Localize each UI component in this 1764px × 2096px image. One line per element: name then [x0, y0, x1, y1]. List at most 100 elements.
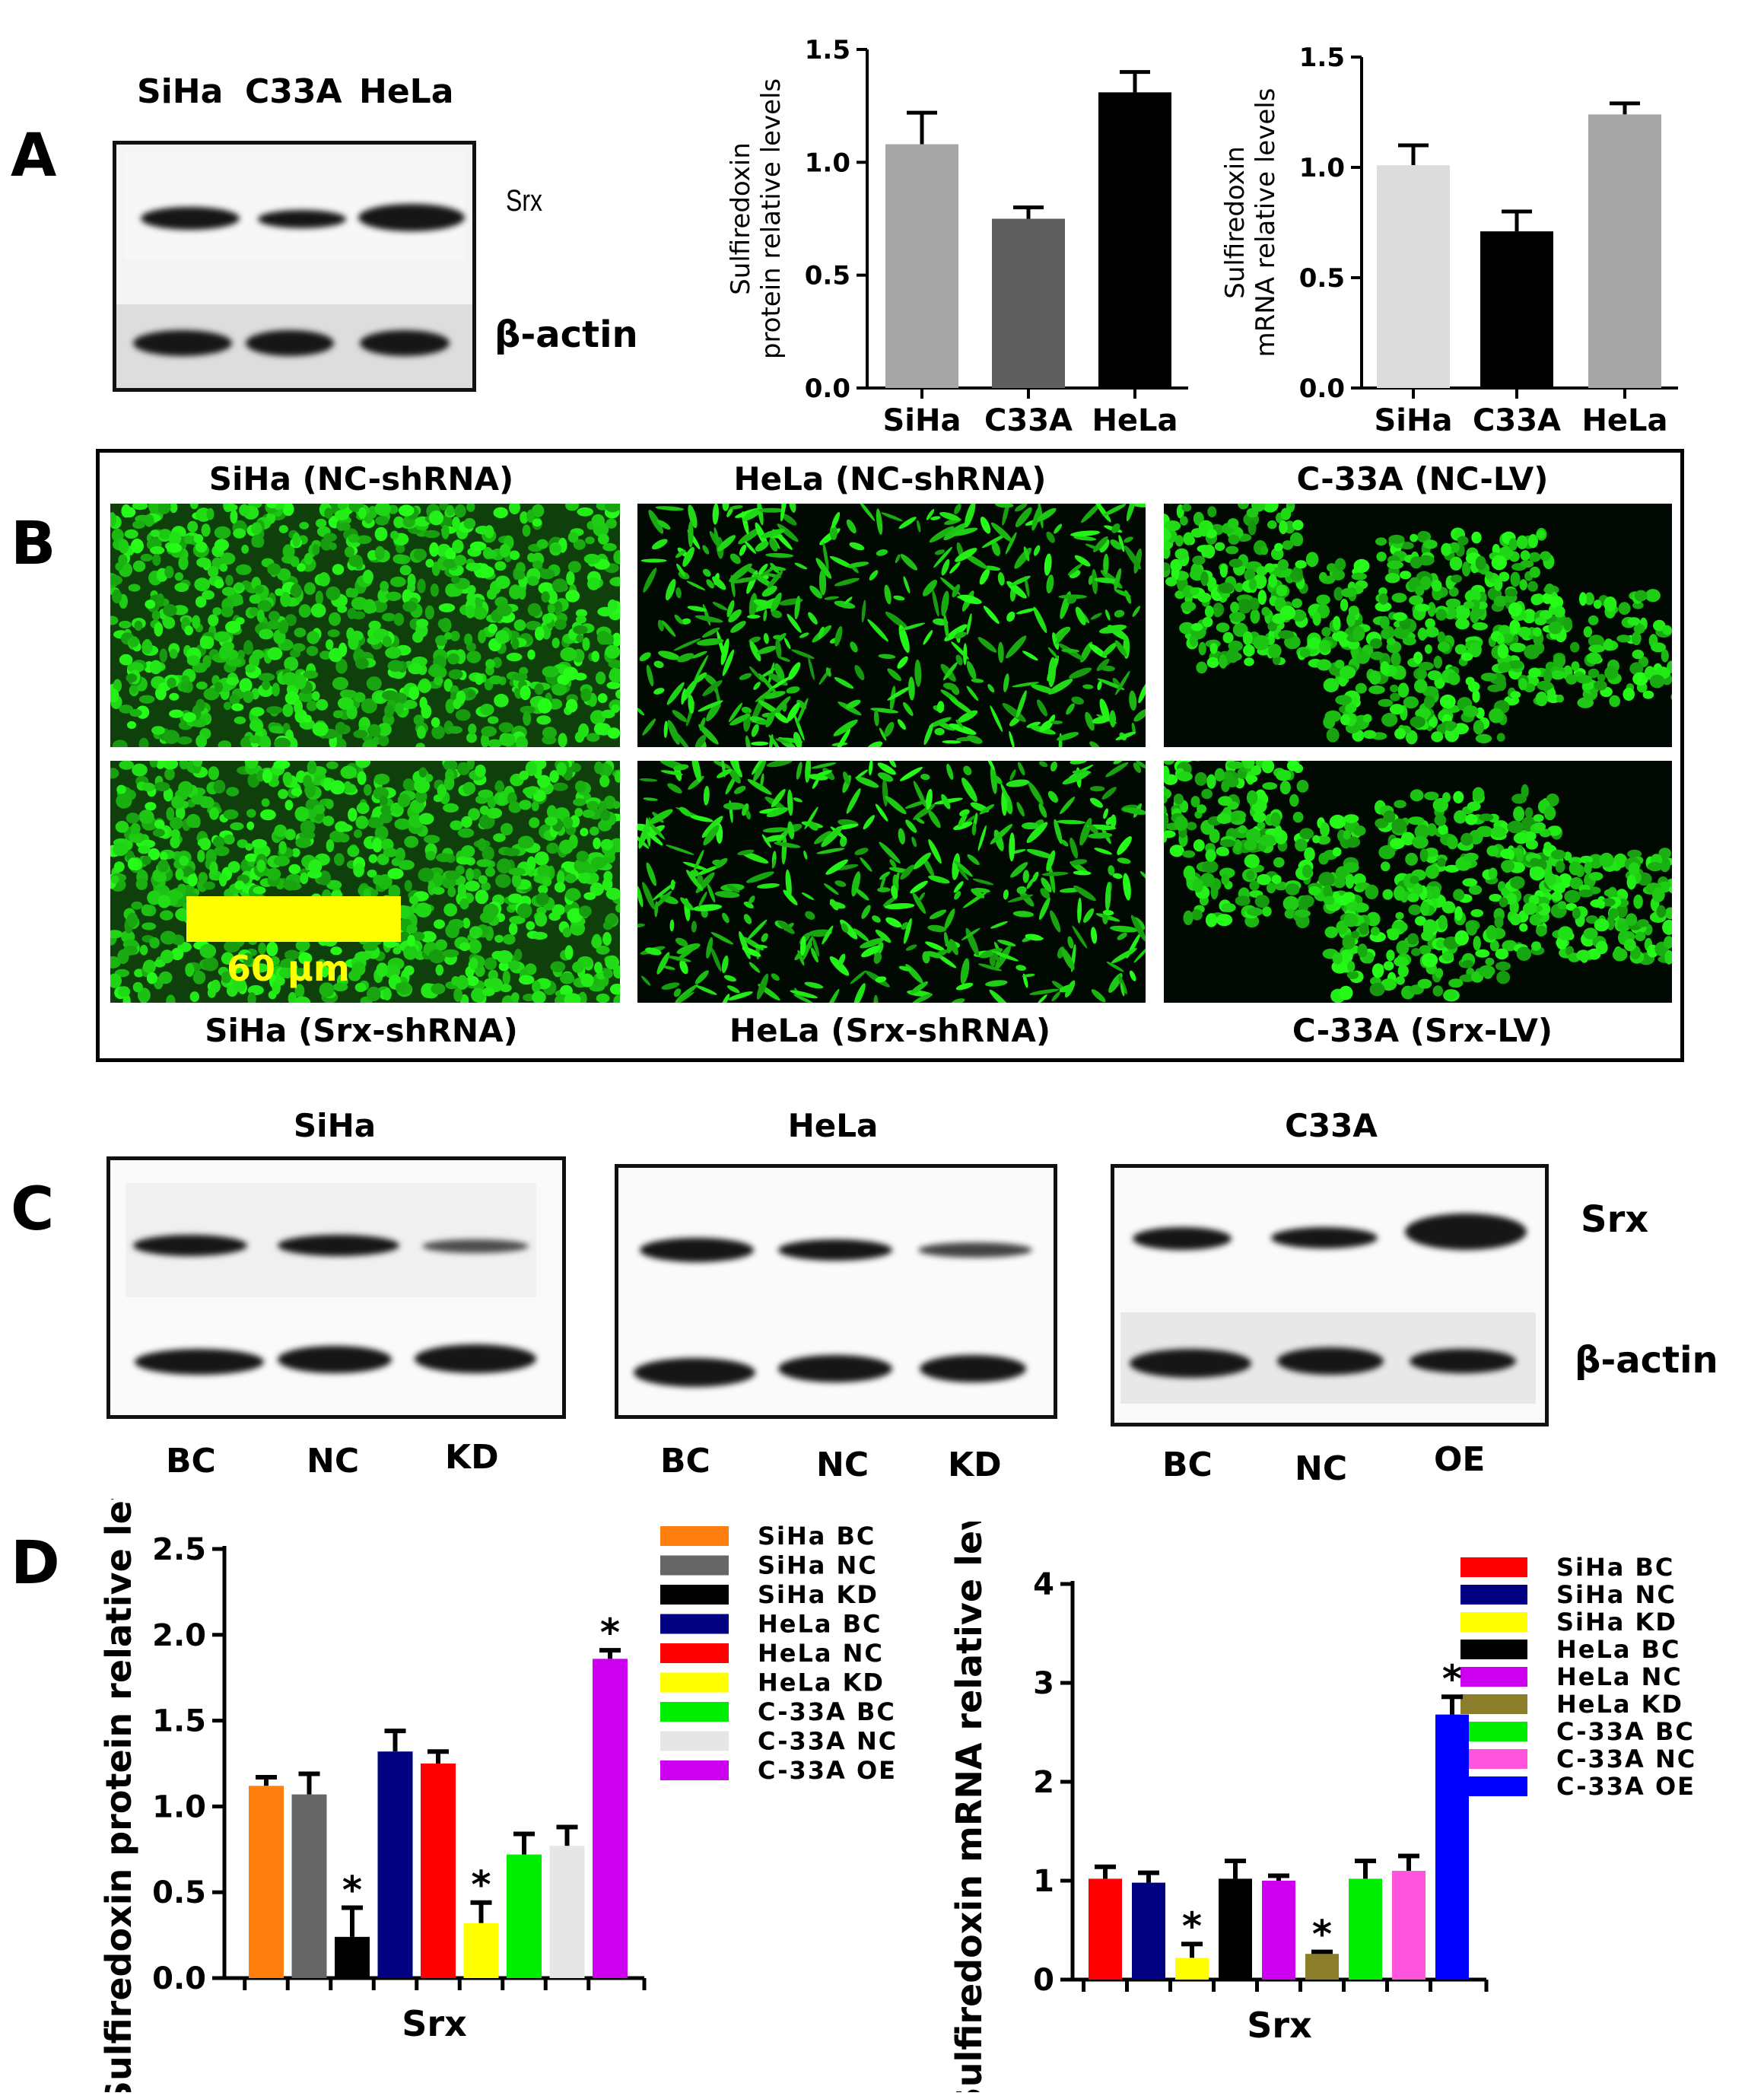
bar — [549, 1846, 585, 1978]
legend-swatch — [1460, 1640, 1527, 1659]
y-tick-label: 1 — [1033, 1864, 1054, 1899]
legend-swatch — [1460, 1612, 1527, 1632]
western-blot-a — [113, 141, 476, 392]
y-axis-label-line: protein relative levels — [756, 78, 787, 359]
bar — [377, 1751, 413, 1978]
legend-swatch — [660, 1672, 729, 1693]
legend-label: HeLa KD — [1556, 1690, 1683, 1719]
fluorescence-image — [1164, 761, 1672, 1003]
blot-band — [360, 330, 450, 356]
bar — [1480, 231, 1553, 388]
legend-swatch — [1460, 1749, 1527, 1769]
blot-label-srx: Srx — [506, 184, 542, 218]
blot-label-srx: Srx — [1581, 1198, 1649, 1241]
lane-label: OE — [1434, 1440, 1486, 1479]
scale-bar — [186, 896, 401, 942]
bar — [1132, 1882, 1165, 1980]
significance-star: * — [600, 1611, 620, 1655]
y-axis-label-line: mRNA relative levels — [1251, 88, 1281, 358]
bar — [335, 1936, 370, 1978]
bar — [1349, 1878, 1382, 1980]
legend-swatch — [660, 1760, 729, 1780]
legend-swatch — [1460, 1776, 1527, 1796]
blot-title: HeLa — [787, 1107, 879, 1144]
x-tick-label: SiHa — [883, 403, 961, 438]
lane-label: NC — [816, 1446, 869, 1484]
legend-swatch — [660, 1643, 729, 1663]
blot-band — [133, 330, 232, 356]
lane-label: HeLa — [359, 72, 454, 111]
significance-star: * — [1442, 1657, 1462, 1701]
lane-label: BC — [1162, 1446, 1213, 1484]
significance-star: * — [1182, 1904, 1202, 1948]
y-tick-label: 1.0 — [1299, 153, 1345, 183]
y-tick-label: 2 — [1033, 1765, 1054, 1800]
y-tick-label: 2.0 — [152, 1618, 206, 1653]
micro-title: SiHa (NC-shRNA) — [208, 460, 514, 498]
legend-swatch — [1460, 1667, 1527, 1687]
legend-swatch — [1460, 1694, 1527, 1714]
y-tick-label: 4 — [1033, 1567, 1054, 1602]
blot-label-actin: β-actin — [1575, 1339, 1718, 1382]
bar — [1098, 92, 1171, 388]
legend-label: HeLa BC — [1556, 1635, 1680, 1664]
western-blot-c33a — [1111, 1164, 1549, 1426]
lane-label: SiHa — [137, 72, 224, 111]
blot-band — [141, 207, 240, 230]
x-axis-label: Srx — [402, 2003, 467, 2044]
y-axis-label-line: Sulfiredoxin — [726, 142, 756, 295]
fluorescence-image — [637, 504, 1146, 747]
y-tick-label: 0.5 — [805, 261, 850, 291]
y-tick-label: 0.0 — [1299, 374, 1345, 404]
legend-swatch — [1460, 1585, 1527, 1605]
fluorescence-image — [110, 761, 620, 1003]
blot-title: C33A — [1285, 1107, 1378, 1144]
legend-label: C-33A BC — [1556, 1717, 1695, 1746]
blot-band — [258, 210, 346, 228]
y-tick-label: 0 — [1033, 1963, 1054, 1998]
legend-label: SiHa BC — [1556, 1553, 1674, 1582]
bar — [1377, 165, 1450, 388]
micro-title: C-33A (Srx-LV) — [1292, 1012, 1553, 1049]
panel-label-a: A — [11, 122, 57, 190]
bar — [249, 1786, 284, 1978]
legend-label: SiHa KD — [1556, 1608, 1677, 1636]
bar — [593, 1659, 628, 1978]
x-tick-label: HeLa — [1092, 403, 1178, 438]
bar — [1219, 1878, 1252, 1980]
legend-swatch — [660, 1555, 729, 1576]
x-tick-label: C33A — [1473, 403, 1561, 438]
bar — [1305, 1954, 1339, 1980]
legend-label: HeLa NC — [1556, 1662, 1683, 1691]
legend-label: HeLa NC — [758, 1639, 884, 1668]
lane-label: BC — [660, 1442, 710, 1481]
lane-label: KD — [445, 1438, 499, 1477]
legend-label: SiHa NC — [1556, 1580, 1677, 1609]
blot-label-actin: β-actin — [494, 313, 638, 356]
legend-swatch — [660, 1614, 729, 1634]
bar — [1435, 1714, 1469, 1980]
x-tick-label: SiHa — [1375, 403, 1453, 438]
panel-label-b: B — [11, 510, 56, 578]
blot-band — [358, 204, 465, 231]
legend-label: C-33A OE — [758, 1756, 897, 1785]
significance-star: * — [1312, 1913, 1332, 1957]
y-axis-label: Sulfiredoxin protein relative levels — [726, 78, 787, 359]
legend-swatch — [1460, 1722, 1527, 1741]
bar — [421, 1764, 456, 1978]
bar — [507, 1854, 542, 1978]
bar — [1089, 1878, 1122, 1980]
chart-a-mrna: 0.0 0.5 1.0 1.5 SiHa C33A HeLa Sulfiredoxin mRNA… — [1220, 43, 1678, 438]
bar — [1392, 1871, 1426, 1980]
micro-title: SiHa (Srx-shRNA) — [205, 1012, 518, 1049]
significance-star: * — [342, 1869, 362, 1913]
legend-label: SiHa KD — [758, 1580, 879, 1609]
y-tick-label: 0.5 — [152, 1875, 206, 1910]
lane-label: KD — [948, 1446, 1002, 1484]
lane-label: NC — [307, 1442, 360, 1481]
legend-label: SiHa NC — [758, 1551, 878, 1580]
lane-label: C33A — [245, 72, 342, 111]
y-tick-label: 3 — [1033, 1666, 1054, 1701]
